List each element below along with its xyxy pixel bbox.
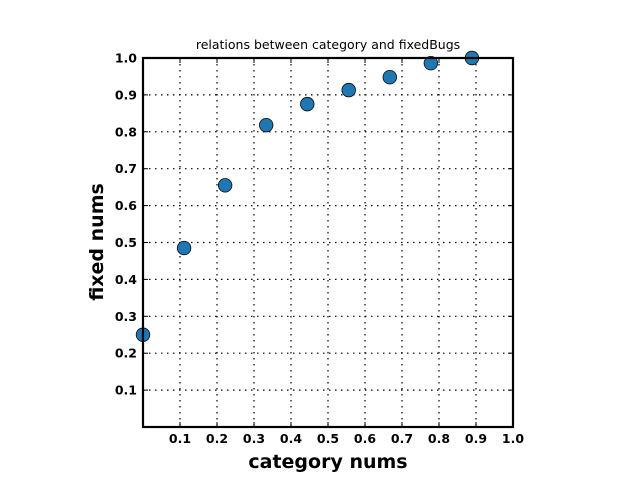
x-tick-label: 0.4 (280, 431, 302, 446)
x-tick-labels: 0.1 0.2 0.3 0.4 0.5 0.6 0.7 0.8 0.9 1.0 (169, 431, 524, 446)
scatter-point (341, 82, 356, 98)
y-tick-label: 0.3 (115, 309, 137, 324)
y-tick-label: 0.1 (115, 383, 137, 398)
scatter-point (217, 178, 233, 193)
scatter-point (176, 240, 192, 256)
x-tick-label: 0.2 (206, 431, 228, 446)
x-tick-label: 0.9 (465, 431, 487, 446)
y-tick-label: 0.2 (115, 346, 137, 361)
x-tick-label: 0.3 (243, 431, 265, 446)
y-tick-label: 0.6 (115, 198, 137, 213)
y-tick-label: 0.7 (115, 161, 137, 176)
y-tick-labels: 0.1 0.2 0.3 0.4 0.5 0.6 0.7 0.8 0.9 1.0 (115, 51, 137, 398)
y-tick-label: 1.0 (115, 51, 137, 66)
y-tick-label: 0.4 (115, 272, 137, 287)
plot-frame (141, 56, 515, 429)
x-tick-label: 0.7 (391, 431, 413, 446)
y-tick-label: 0.5 (115, 235, 137, 250)
y-tick-label: 0.8 (115, 124, 137, 139)
x-tick-label: 0.6 (354, 431, 376, 446)
x-tick-label: 1.0 (502, 431, 524, 446)
scatter-point (259, 117, 274, 133)
y-axis-label: fixed nums (86, 183, 108, 301)
scatter-point (382, 69, 397, 85)
y-tick-label: 0.9 (115, 87, 137, 102)
scatter-point (300, 96, 315, 112)
grid (143, 58, 513, 427)
x-tick-label: 0.8 (428, 431, 450, 446)
scatter-point (423, 55, 439, 71)
x-tick-label: 0.1 (169, 431, 191, 446)
x-axis-label: category nums (248, 451, 407, 473)
data-points (135, 50, 480, 342)
chart-title: relations between category and fixedBugs (196, 37, 460, 52)
x-tick-label: 0.5 (317, 431, 339, 446)
